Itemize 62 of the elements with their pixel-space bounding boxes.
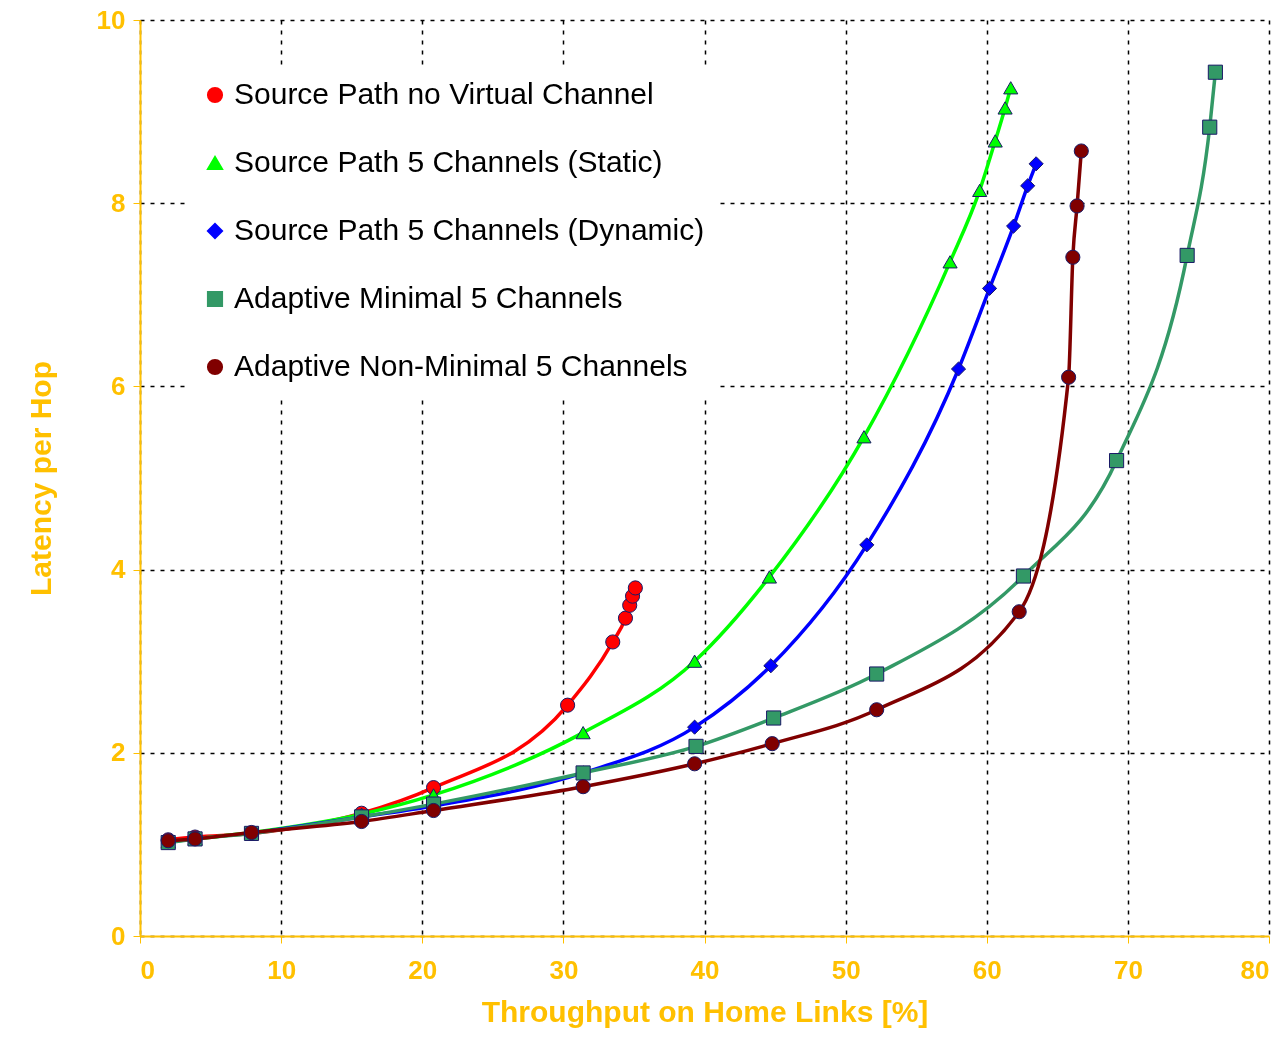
- point: [869, 666, 885, 682]
- point: [560, 697, 576, 713]
- x-tick-label: 0: [140, 954, 155, 985]
- point: [1003, 81, 1019, 95]
- point: [605, 634, 621, 650]
- legend-label: Adaptive Non-Minimal 5 Channels: [234, 349, 688, 382]
- point: [1202, 119, 1218, 135]
- legend-label: Source Path no Virtual Channel: [234, 77, 654, 110]
- point: [1020, 178, 1036, 194]
- point: [950, 361, 967, 377]
- point: [687, 756, 703, 772]
- point: [1028, 156, 1044, 172]
- y-tick-label: 0: [111, 920, 126, 951]
- point: [627, 580, 643, 596]
- point: [764, 736, 780, 752]
- point: [1073, 143, 1089, 159]
- point: [766, 710, 782, 726]
- x-tick-label: 10: [267, 954, 297, 985]
- point: [1109, 453, 1125, 469]
- point: [763, 658, 779, 674]
- y-axis-title: Latency per Hop: [23, 360, 57, 597]
- point: [997, 101, 1013, 115]
- legend-label: Source Path 5 Channels (Dynamic): [234, 213, 705, 246]
- point: [982, 280, 998, 296]
- point: [869, 702, 885, 718]
- point: [987, 134, 1003, 148]
- point: [1011, 604, 1027, 620]
- x-tick-label: 20: [408, 954, 438, 985]
- point: [1005, 218, 1022, 234]
- y-tick-label: 8: [111, 187, 126, 218]
- legend-label: Adaptive Minimal 5 Channels: [234, 281, 623, 314]
- point: [761, 570, 777, 584]
- point: [617, 610, 634, 626]
- x-tick-label: 30: [549, 954, 579, 985]
- point: [354, 813, 370, 830]
- point: [1179, 247, 1195, 263]
- point: [942, 255, 958, 269]
- point: [1069, 198, 1085, 214]
- x-tick-label: 60: [972, 954, 1002, 985]
- point: [1061, 369, 1077, 385]
- point: [575, 726, 591, 740]
- point: [972, 183, 988, 197]
- point: [859, 537, 875, 553]
- y-tick-label: 4: [111, 554, 127, 585]
- x-tick-label: 70: [1113, 954, 1143, 985]
- x-tick-label: 50: [831, 954, 861, 985]
- x-tick-label: 80: [1240, 954, 1270, 985]
- y-tick-label: 10: [96, 4, 126, 35]
- point: [688, 738, 704, 754]
- x-axis-title: Throughput on Home Links [%]: [481, 994, 929, 1028]
- point: [425, 802, 442, 819]
- point: [1065, 249, 1081, 265]
- x-tick-label: 40: [690, 954, 720, 985]
- point: [687, 719, 703, 735]
- point: [687, 654, 703, 668]
- point: [856, 430, 872, 444]
- y-tick-label: 2: [111, 737, 126, 768]
- point: [575, 779, 591, 795]
- legend-label: Source Path 5 Channels (Static): [234, 145, 663, 178]
- y-tick-label: 6: [111, 370, 126, 401]
- point: [1207, 64, 1223, 80]
- point: [1015, 568, 1032, 584]
